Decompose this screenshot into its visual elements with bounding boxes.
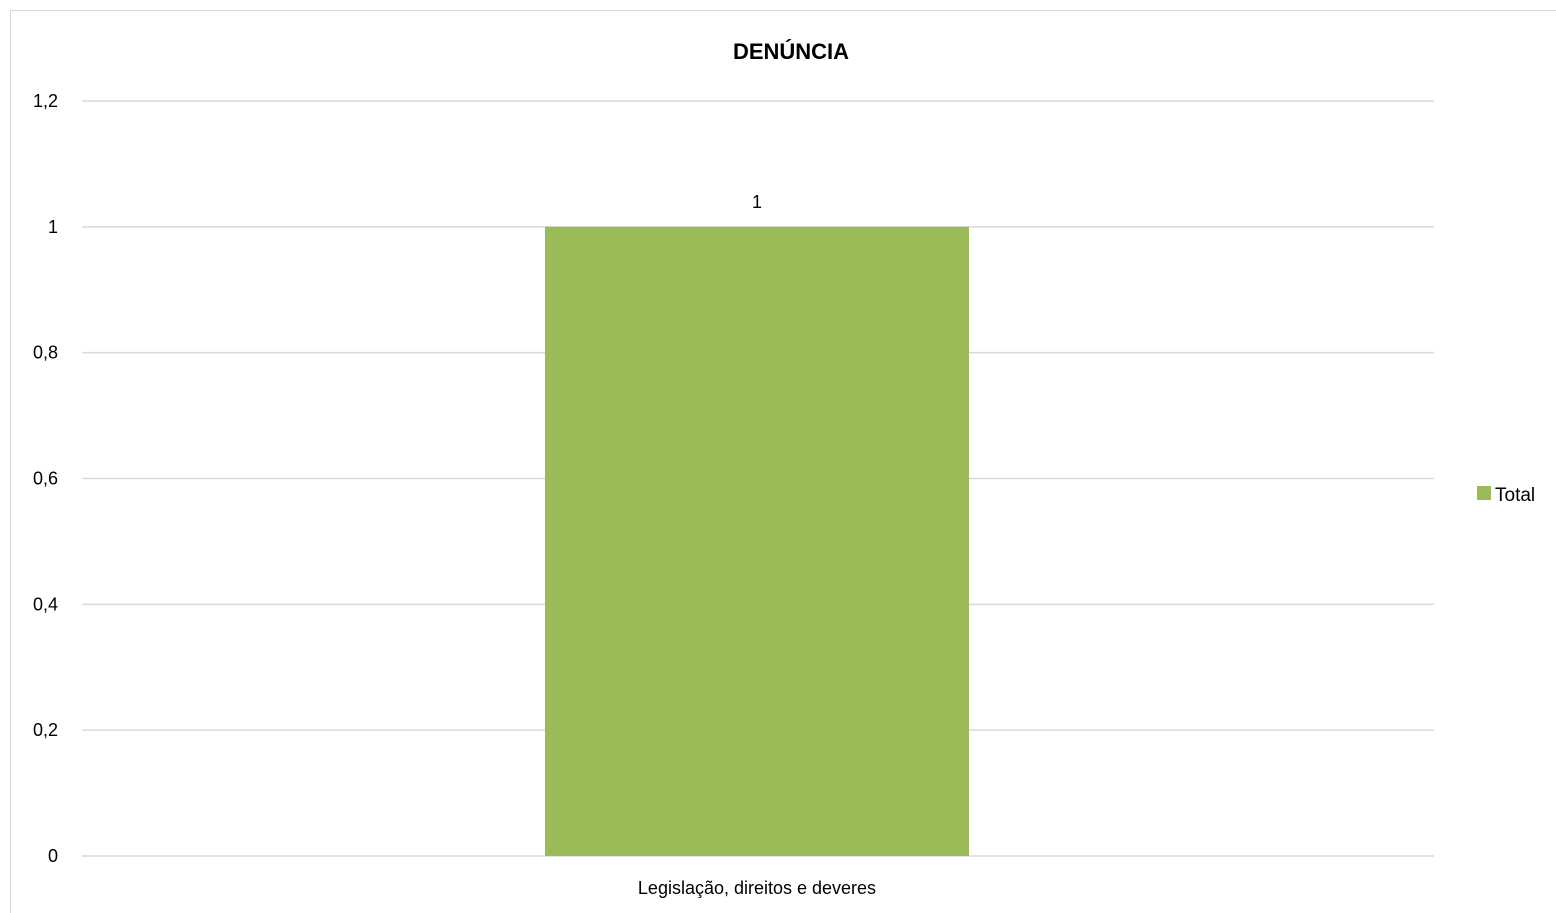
legend-swatch: [1477, 486, 1491, 500]
y-tick-label: 0,4: [33, 594, 58, 614]
legend-label: Total: [1495, 485, 1535, 506]
y-tick-label: 1: [48, 217, 58, 237]
y-tick-label: 1,2: [33, 91, 58, 111]
data-label: 1: [752, 192, 762, 212]
y-tick-label: 0: [48, 846, 58, 866]
x-category-label: Legislação, direitos e deveres: [638, 878, 876, 898]
chart-title: DENÚNCIA: [733, 39, 849, 64]
y-tick-label: 0,2: [33, 720, 58, 740]
x-axis-category-labels: Legislação, direitos e deveres: [638, 878, 876, 898]
data-labels: 1: [752, 192, 762, 212]
legend: Total: [1477, 485, 1535, 506]
y-tick-label: 0,8: [33, 343, 58, 363]
y-tick-label: 0,6: [33, 469, 58, 489]
bars: [545, 226, 969, 857]
bar: [545, 226, 969, 857]
y-axis-tick-labels: 0 0,2 0,4 0,6 0,8 1 1,2: [33, 91, 58, 866]
